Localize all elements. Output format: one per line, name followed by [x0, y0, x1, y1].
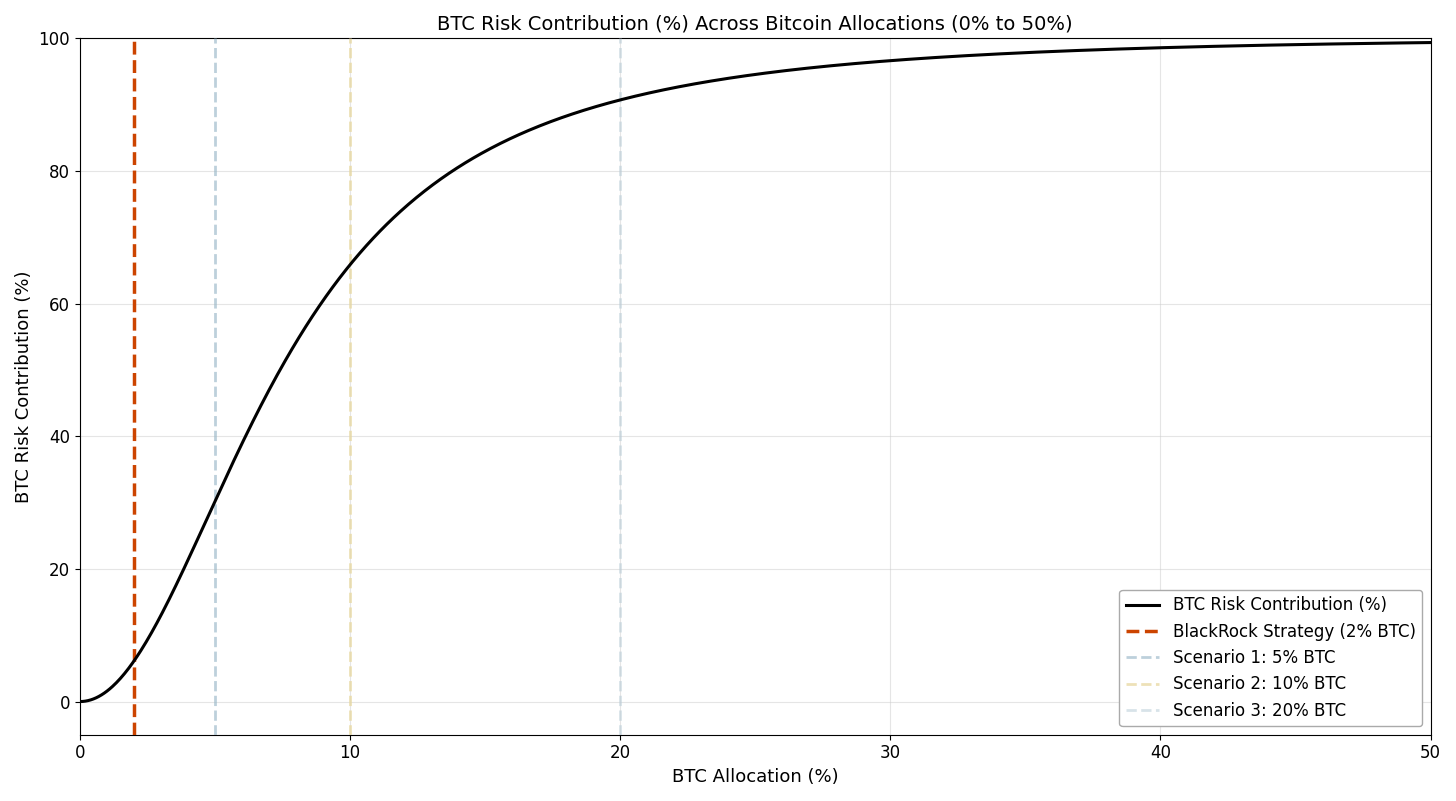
Scenario 1: 5% BTC: (5, 0): 5% BTC: (5, 0)	[207, 697, 224, 706]
Title: BTC Risk Contribution (%) Across Bitcoin Allocations (0% to 50%): BTC Risk Contribution (%) Across Bitcoin…	[437, 15, 1073, 34]
BTC Risk Contribution (%)	[999, 49, 1016, 58]
Line: BTC Risk Contribution (%): BTC Risk Contribution (%)	[80, 42, 1430, 702]
BTC Risk Contribution (%)	[71, 697, 89, 706]
BlackRock Strategy (2% BTC)	[125, 690, 143, 700]
BTC Risk Contribution (%)	[665, 83, 683, 92]
X-axis label: BTC Allocation (%): BTC Allocation (%)	[671, 768, 839, 786]
Y-axis label: BTC Risk Contribution (%): BTC Risk Contribution (%)	[15, 270, 33, 503]
Scenario 3: 20% BTC: (20, 1): 20% BTC: (20, 1)	[612, 690, 629, 700]
Scenario 3: 20% BTC: (20, 0): 20% BTC: (20, 0)	[612, 697, 629, 706]
Scenario 2: 10% BTC: (10, 0): 10% BTC: (10, 0)	[341, 697, 358, 706]
BTC Risk Contribution (%)	[210, 490, 227, 500]
BTC Risk Contribution (%)	[617, 94, 635, 103]
BTC Risk Contribution (%)	[1149, 43, 1166, 53]
BTC Risk Contribution (%)	[1421, 38, 1439, 47]
Legend: BTC Risk Contribution (%), BlackRock Strategy (2% BTC), Scenario 1: 5% BTC, Scen: BTC Risk Contribution (%), BlackRock Str…	[1120, 590, 1423, 727]
Scenario 1: 5% BTC: (5, 1): 5% BTC: (5, 1)	[207, 690, 224, 700]
Scenario 2: 10% BTC: (10, 1): 10% BTC: (10, 1)	[341, 690, 358, 700]
BlackRock Strategy (2% BTC)	[125, 697, 143, 706]
BTC Risk Contribution (%)	[1124, 44, 1142, 54]
